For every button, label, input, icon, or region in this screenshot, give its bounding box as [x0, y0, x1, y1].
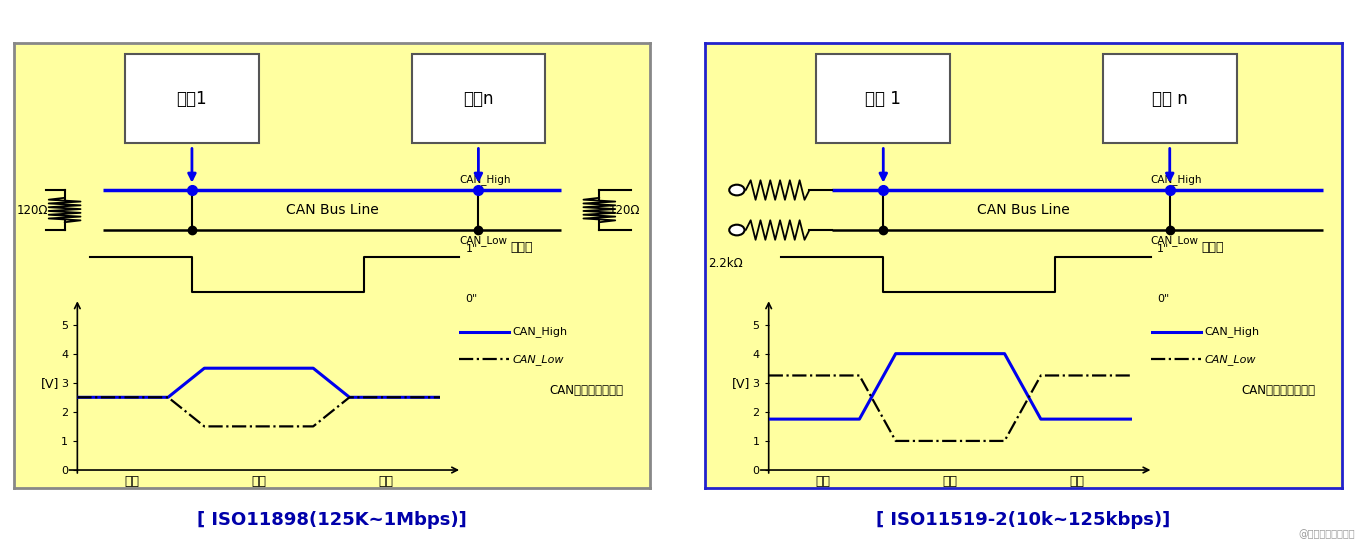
Text: CAN_Low: CAN_Low: [1150, 235, 1199, 246]
Text: 1": 1": [1157, 244, 1169, 255]
Text: 单元 n: 单元 n: [1151, 90, 1188, 108]
Text: 逻辑値: 逻辑値: [1202, 242, 1224, 255]
Text: 2.2kΩ: 2.2kΩ: [708, 257, 743, 270]
Text: CAN总线的物理信号: CAN总线的物理信号: [1240, 384, 1316, 397]
Text: [ ISO11519-2(10k~125kbps)]: [ ISO11519-2(10k~125kbps)]: [876, 511, 1170, 530]
Circle shape: [730, 185, 745, 195]
Text: @诊断协议那些事儿: @诊断协议那些事儿: [1299, 530, 1355, 539]
Text: CAN_High: CAN_High: [1205, 326, 1259, 337]
Text: CAN_High: CAN_High: [513, 326, 568, 337]
Y-axis label: [V]: [V]: [41, 377, 59, 390]
Text: 120Ω: 120Ω: [609, 204, 641, 216]
FancyBboxPatch shape: [125, 55, 259, 143]
Text: CAN_Low: CAN_Low: [460, 235, 508, 246]
Text: CAN Bus Line: CAN Bus Line: [286, 203, 378, 217]
Text: 0": 0": [465, 294, 478, 305]
FancyBboxPatch shape: [412, 55, 545, 143]
Text: 单元n: 单元n: [463, 90, 494, 108]
Text: 逻辑値: 逻辑値: [511, 242, 533, 255]
Circle shape: [730, 225, 745, 235]
Text: CAN Bus Line: CAN Bus Line: [977, 203, 1069, 217]
Text: CAN_Low: CAN_Low: [513, 354, 564, 365]
FancyBboxPatch shape: [1103, 55, 1236, 143]
Text: 单元 1: 单元 1: [865, 90, 901, 108]
Text: [ ISO11898(125K~1Mbps)]: [ ISO11898(125K~1Mbps)]: [197, 511, 467, 530]
Y-axis label: [V]: [V]: [732, 377, 750, 390]
Text: CAN_High: CAN_High: [1150, 174, 1202, 185]
Text: CAN_Low: CAN_Low: [1205, 354, 1255, 365]
Text: 单兰1: 单兰1: [177, 90, 207, 108]
Text: CAN_High: CAN_High: [460, 174, 511, 185]
Text: 120Ω: 120Ω: [16, 204, 48, 216]
Text: CAN总线的物理信号: CAN总线的物理信号: [549, 384, 624, 397]
Text: 1": 1": [465, 244, 478, 255]
Text: 0": 0": [1157, 294, 1169, 305]
FancyBboxPatch shape: [816, 55, 950, 143]
